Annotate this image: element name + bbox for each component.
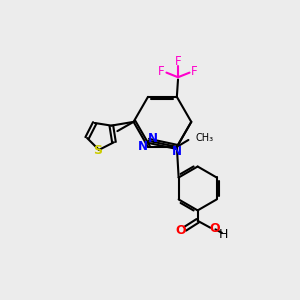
Text: O: O (175, 224, 186, 237)
Text: F: F (158, 65, 165, 78)
Text: N: N (172, 145, 182, 158)
Text: F: F (191, 65, 198, 78)
Text: O: O (210, 222, 220, 235)
Text: CH₃: CH₃ (196, 133, 214, 143)
Text: F: F (175, 55, 181, 68)
Text: S: S (93, 144, 102, 157)
Text: N: N (148, 132, 158, 145)
Text: H: H (219, 228, 228, 241)
Text: N: N (138, 140, 148, 153)
